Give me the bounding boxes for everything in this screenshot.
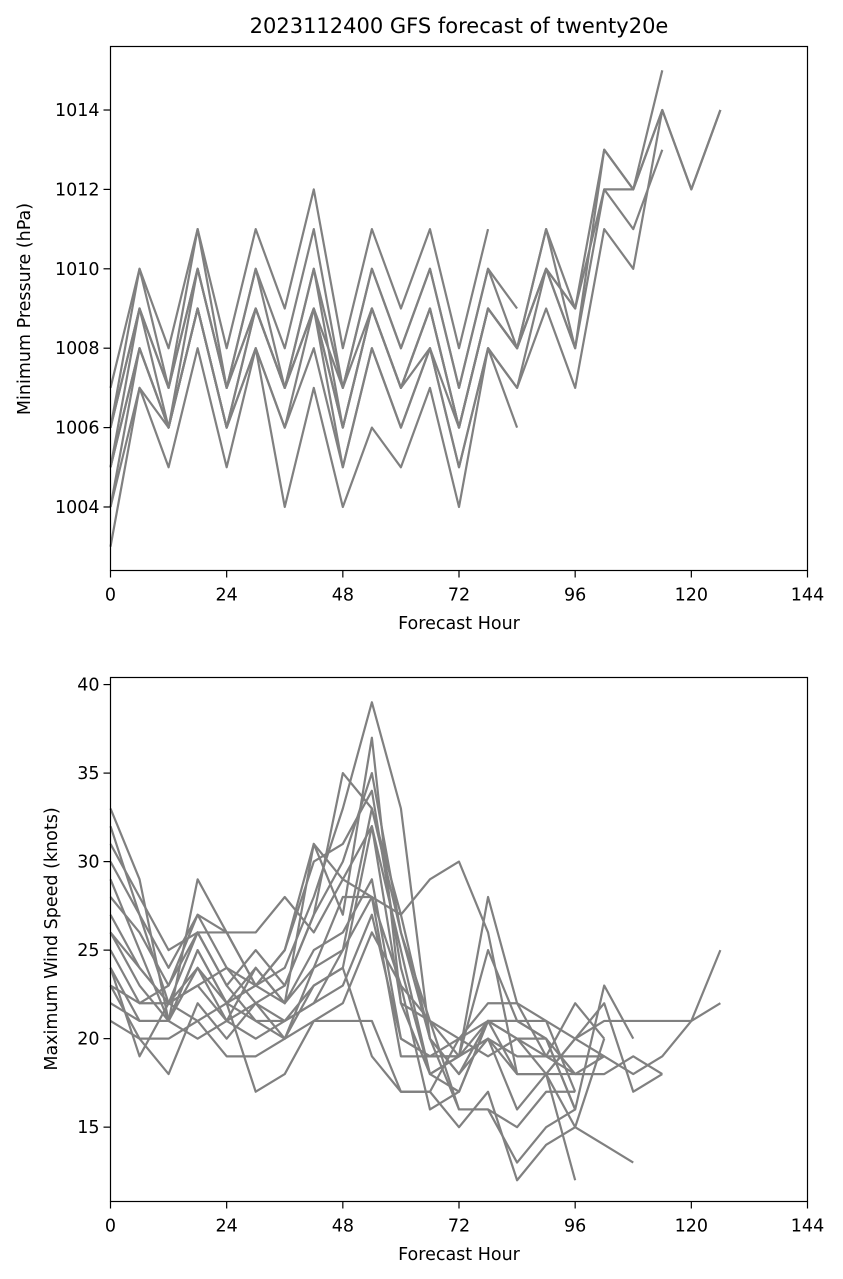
y-tick-label: 1008: [55, 339, 100, 359]
pressure-plot-frame: [109, 45, 809, 572]
wind-series-16: [109, 825, 577, 1093]
x-tick-label: 96: [564, 586, 586, 606]
pressure-series-2: [109, 228, 518, 428]
x-tick-label: 24: [216, 1217, 238, 1237]
wind-series-14: [109, 807, 576, 1129]
x-tick-label: 0: [105, 586, 116, 606]
y-tick-label: 1010: [55, 260, 100, 280]
pressure-series-9: [109, 108, 722, 429]
x-tick-label: 24: [216, 586, 238, 606]
x-tick-label: 144: [791, 1217, 824, 1237]
wind-plot-frame: [109, 676, 809, 1203]
y-tick-label: 35: [77, 764, 99, 784]
pressure-y-ticks: 1004 1006 1008 1010 1012 1014: [55, 101, 111, 518]
y-tick-label: 1014: [55, 101, 100, 121]
chart-title: 2023112400 GFS forecast of twenty20e: [250, 14, 669, 38]
wind-series-9: [109, 736, 606, 1076]
y-tick-label: 1012: [55, 180, 100, 200]
wind-series-15: [109, 931, 605, 1093]
pressure-y-axis-label: Minimum Pressure (hPa): [15, 203, 35, 415]
x-tick-label: 0: [105, 1217, 116, 1237]
y-tick-label: 20: [77, 1030, 99, 1050]
y-tick-label: 25: [77, 941, 99, 961]
wind-series-13: [109, 931, 577, 1111]
y-tick-label: 1004: [55, 498, 100, 518]
pressure-series-group: [109, 70, 722, 547]
pressure-chart: 2023112400 GFS forecast of twenty20e 0 24…: [15, 14, 824, 634]
x-tick-label: 48: [332, 1217, 354, 1237]
wind-y-axis-label: Maximum Wind Speed (knots): [42, 807, 62, 1070]
y-tick-label: 30: [77, 853, 99, 873]
wind-chart: 0 24 48 72 96 120 144 15 20 25 30 35 40 Forecast Ho…: [42, 676, 824, 1265]
pressure-x-axis-label: Forecast Hour: [398, 614, 521, 634]
y-tick-label: 15: [77, 1118, 99, 1138]
wind-x-axis-label: Forecast Hour: [398, 1245, 521, 1265]
pressure-series-7: [109, 70, 664, 468]
x-tick-label: 72: [448, 1217, 470, 1237]
x-tick-label: 48: [332, 586, 354, 606]
wind-y-ticks: 15 20 25 30 35 40: [77, 676, 111, 1138]
pressure-series-10: [109, 109, 664, 468]
y-tick-label: 40: [77, 676, 99, 696]
x-tick-label: 120: [675, 586, 708, 606]
wind-series-12: [109, 1019, 606, 1182]
pressure-x-ticks: 0 24 48 72 96 120 144: [105, 570, 824, 606]
wind-x-ticks: 0 24 48 72 96 120 144: [105, 1201, 824, 1237]
y-tick-label: 1006: [55, 419, 100, 439]
x-tick-label: 96: [564, 1217, 586, 1237]
wind-series-11: [109, 895, 576, 1164]
wind-series-group: [109, 701, 722, 1182]
pressure-series-1: [109, 188, 490, 389]
x-tick-label: 120: [675, 1217, 708, 1237]
pressure-series-5: [109, 307, 519, 547]
x-tick-label: 144: [791, 586, 824, 606]
x-tick-label: 72: [448, 586, 470, 606]
